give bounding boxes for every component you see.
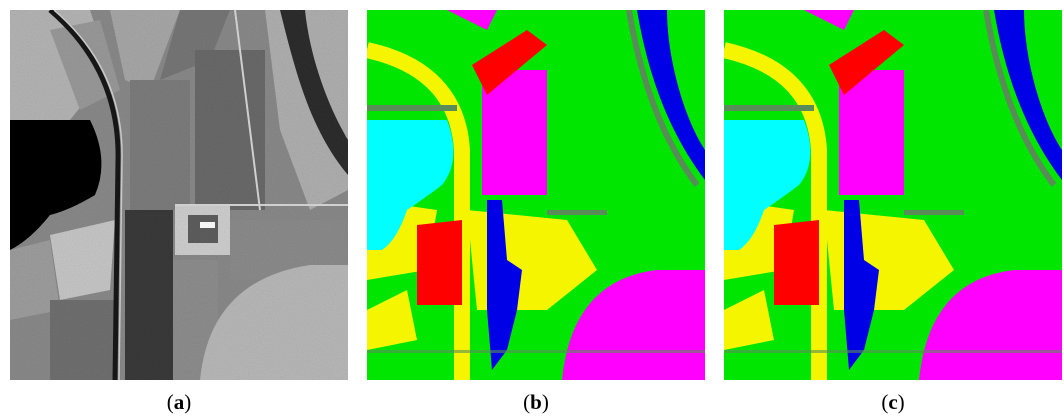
classification-map-c bbox=[724, 10, 1062, 380]
caption-b: (b) bbox=[523, 390, 549, 414]
aerial-grayscale-image bbox=[10, 10, 348, 380]
classification-map-b bbox=[367, 10, 705, 380]
caption-a: (a) bbox=[166, 390, 192, 414]
caption-c: (c) bbox=[881, 390, 905, 414]
